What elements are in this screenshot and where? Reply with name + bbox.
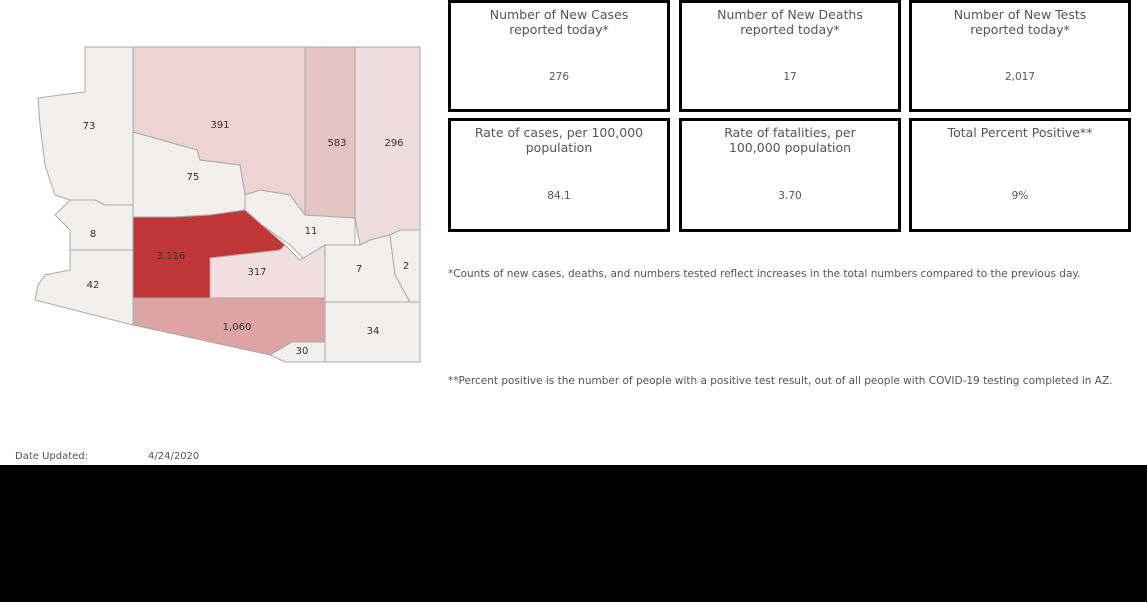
- kpi-card: Total Percent Positive** 9%: [909, 118, 1131, 232]
- county-label: 7: [356, 264, 362, 275]
- kpi-title: Number of New Deaths reported today*: [717, 7, 863, 37]
- kpi-value: 2,017: [1004, 71, 1036, 83]
- county-label: 73: [83, 121, 96, 132]
- kpi-card: Rate of fatalities, per 100,000 populati…: [679, 118, 901, 232]
- county-label: 11: [305, 226, 318, 237]
- county-label: 1,060: [223, 322, 252, 333]
- kpi-value: 17: [783, 71, 797, 83]
- county-label: 2: [403, 261, 409, 272]
- kpi-title: Rate of fatalities, per 100,000 populati…: [724, 125, 856, 155]
- county-label: 30: [296, 346, 309, 357]
- kpi-card: Rate of cases, per 100,000 population 84.…: [448, 118, 670, 232]
- county-label: 8: [90, 229, 96, 240]
- kpi-title: Number of New Cases reported today*: [489, 7, 629, 37]
- kpi-title: Rate of cases, per 100,000 population: [474, 125, 644, 155]
- county-label: 583: [327, 138, 346, 149]
- kpi-card: Number of New Tests reported today* 2,017: [909, 0, 1131, 112]
- county-label: 296: [384, 138, 403, 149]
- county-shape[interactable]: Cochise: [324, 301, 421, 363]
- kpi-title: Total Percent Positive**: [947, 125, 1093, 140]
- county-label: 34: [367, 326, 380, 337]
- kpi-title: Number of New Tests reported today*: [953, 7, 1087, 37]
- county-shape[interactable]: La Paz: [54, 199, 134, 251]
- county-label: 42: [87, 280, 100, 291]
- county-map: Mohave Coconino Navajo Apache Yavapai La…: [34, 46, 421, 363]
- kpi-value: 3.70: [778, 190, 802, 202]
- date-label: Date Updated:: [15, 451, 89, 462]
- kpi-card: Number of New Deaths reported today* 17: [679, 0, 901, 112]
- footnote: *Counts of new cases, deaths, and number…: [448, 268, 1081, 280]
- kpi-value: 9%: [1011, 190, 1029, 202]
- county-shape[interactable]: Yuma: [34, 249, 134, 326]
- kpi-value: 276: [548, 71, 570, 83]
- kpi-value: 84.1: [547, 190, 571, 202]
- county-label: 3,116: [157, 251, 186, 262]
- blank-area: [0, 465, 1147, 602]
- county-label: 317: [247, 267, 266, 278]
- county-shape[interactable]: Navajo: [304, 46, 356, 219]
- date-value: 4/24/2020: [148, 451, 200, 462]
- county-label: 75: [187, 172, 200, 183]
- footnote: **Percent positive is the number of peop…: [448, 375, 1113, 387]
- kpi-card: Number of New Cases reported today* 276: [448, 0, 670, 112]
- county-label: 391: [210, 120, 229, 131]
